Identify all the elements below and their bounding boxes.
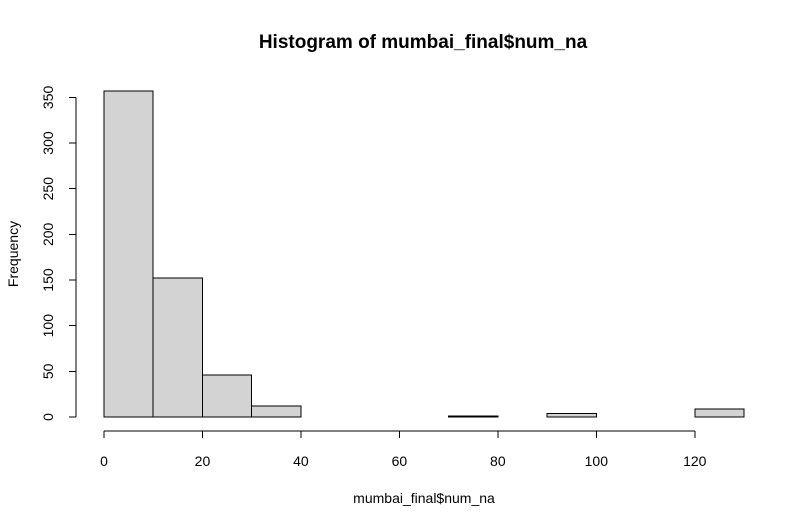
y-tick-label: 150 — [40, 268, 56, 292]
y-tick-label: 200 — [40, 222, 56, 246]
y-tick-label: 250 — [40, 177, 56, 201]
y-tick-label: 0 — [40, 413, 56, 421]
histogram-bar — [201, 374, 253, 418]
histogram-bar — [546, 412, 597, 418]
x-tick-label: 80 — [490, 453, 506, 469]
x-tick-label: 60 — [392, 453, 408, 469]
histogram-bar — [103, 90, 154, 418]
histogram-bar — [251, 405, 302, 418]
chart-title: Histogram of mumbai_final$num_na — [259, 32, 588, 53]
y-tick-label: 350 — [40, 85, 56, 109]
y-axis: 0 50 100 150 200 250 300 350 — [40, 85, 77, 421]
histogram-bars — [103, 90, 745, 418]
x-tick-label: 0 — [100, 453, 108, 469]
x-tick-label: 100 — [585, 453, 609, 469]
y-tick-label: 100 — [40, 314, 56, 338]
x-tick-label: 120 — [683, 453, 707, 469]
y-axis-label: Frequency — [5, 221, 21, 287]
histogram-bar — [694, 408, 745, 418]
histogram-bar — [448, 415, 499, 418]
x-tick-label: 40 — [293, 453, 309, 469]
y-tick-label: 50 — [40, 363, 56, 379]
x-axis-label: mumbai_final$num_na — [353, 490, 495, 506]
x-tick-label: 20 — [195, 453, 211, 469]
histogram-bar — [152, 277, 203, 418]
y-tick-label: 300 — [40, 131, 56, 155]
x-axis: 0 20 40 60 80 100 120 — [100, 430, 707, 469]
